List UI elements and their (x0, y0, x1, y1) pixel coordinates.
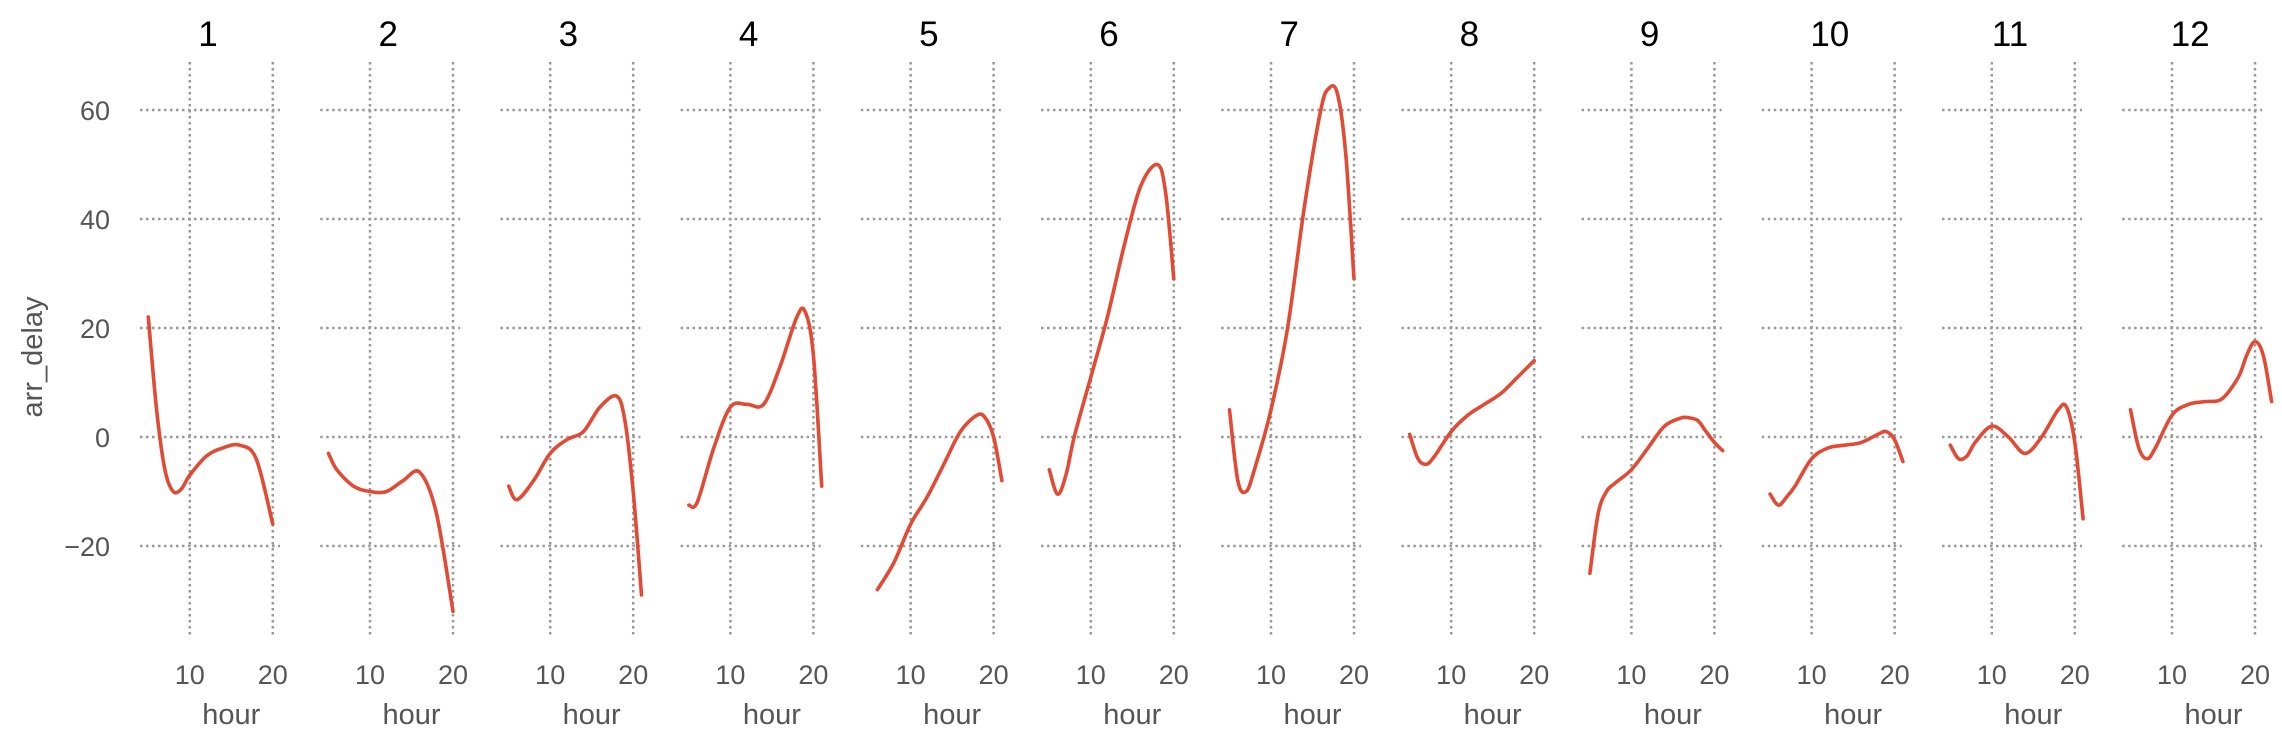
facet-panel-9: 9 10 20 hour (1581, 15, 1729, 731)
facet-title: 10 (1810, 15, 1849, 54)
series-line (2128, 339, 2274, 461)
x-axis-label: hour (563, 699, 621, 731)
facet-panel-6: 6 10 20 hour (1041, 15, 1189, 731)
series-line (1768, 429, 1905, 507)
x-axis-label: hour (1644, 699, 1702, 731)
facet-title: 3 (559, 15, 578, 54)
x-tick-label: 20 (2060, 660, 2090, 690)
series-line (1407, 358, 1536, 467)
x-tick-label: 20 (438, 660, 468, 690)
x-tick-label: 10 (715, 660, 745, 690)
x-tick-label: 10 (896, 660, 926, 690)
facet-title: 6 (1099, 15, 1118, 54)
x-axis-label: hour (2004, 699, 2062, 731)
x-tick-label: 10 (1616, 660, 1646, 690)
x-tick-label: 20 (1880, 660, 1910, 690)
y-tick-label: 0 (95, 423, 110, 453)
facet-title: 1 (198, 15, 217, 54)
facet-panel-7: 7 10 20 hour (1221, 15, 1369, 731)
x-axis-label: hour (1824, 699, 1882, 731)
x-tick-label: 10 (355, 660, 385, 690)
facet-title: 11 (1992, 15, 2028, 54)
facet-panel-4: 4 10 20 hour (680, 15, 828, 731)
x-axis-label: hour (1464, 699, 1522, 731)
x-tick-label: 20 (258, 660, 288, 690)
x-axis-label: hour (923, 699, 981, 731)
x-tick-label: 20 (979, 660, 1009, 690)
y-tick-label: 40 (80, 205, 110, 235)
facet-title: 12 (2171, 15, 2210, 54)
facet-title: 9 (1640, 15, 1659, 54)
facet-panel-8: 8 10 20 hour (1401, 15, 1549, 731)
x-tick-label: 20 (2240, 660, 2270, 690)
x-tick-label: 10 (1977, 660, 2007, 690)
series-line (1948, 402, 2085, 521)
x-tick-label: 20 (1159, 660, 1189, 690)
x-axis-label: hour (2184, 699, 2242, 731)
x-tick-label: 20 (1699, 660, 1729, 690)
series-line (687, 306, 824, 510)
x-axis-label: hour (1283, 699, 1341, 731)
x-axis-label: hour (1103, 699, 1161, 731)
x-tick-label: 10 (2157, 660, 2187, 690)
facet-panel-3: 3 10 20 hour (500, 15, 648, 731)
facet-panel-10: 10 10 20 hour (1761, 15, 1910, 731)
y-axis-label: arr_delay (17, 296, 49, 417)
x-tick-label: 10 (175, 660, 205, 690)
series-line (1588, 415, 1725, 576)
x-tick-label: 20 (618, 660, 648, 690)
series-line (875, 412, 1004, 592)
series-line (506, 393, 644, 597)
x-tick-label: 10 (1076, 660, 1106, 690)
facet-title: 2 (378, 15, 397, 54)
x-tick-label: 10 (535, 660, 565, 690)
x-tick-label: 20 (798, 660, 828, 690)
x-axis-label: hour (382, 699, 440, 731)
series-line (326, 451, 455, 614)
series-line (146, 315, 275, 526)
facet-title: 7 (1279, 15, 1298, 54)
x-tick-label: 10 (1436, 660, 1466, 690)
x-tick-label: 20 (1339, 660, 1369, 690)
facet-panel-1: 1 10 20 hour (140, 15, 288, 731)
facet-panel-5: 5 10 20 hour (860, 15, 1009, 731)
facet-title: 5 (919, 15, 938, 54)
x-tick-label: 10 (1256, 660, 1286, 690)
y-tick-label: 20 (80, 314, 110, 344)
series-line (1227, 84, 1356, 495)
series-line (1047, 162, 1176, 496)
y-tick-label: −20 (64, 532, 110, 562)
y-axis-ticks: −20 0 20 40 60 (64, 96, 110, 562)
y-tick-label: 60 (80, 96, 110, 126)
x-tick-label: 20 (1519, 660, 1549, 690)
x-tick-label: 10 (1797, 660, 1827, 690)
facet-panel-2: 2 10 20 hour (320, 15, 468, 731)
facet-title: 8 (1460, 15, 1479, 54)
x-axis-label: hour (202, 699, 260, 731)
facet-title: 4 (739, 15, 758, 54)
x-axis-label: hour (743, 699, 801, 731)
facet-panel-11: 11 10 20 hour (1942, 15, 2090, 731)
facet-panel-12: 12 10 20 hour (2122, 15, 2274, 731)
